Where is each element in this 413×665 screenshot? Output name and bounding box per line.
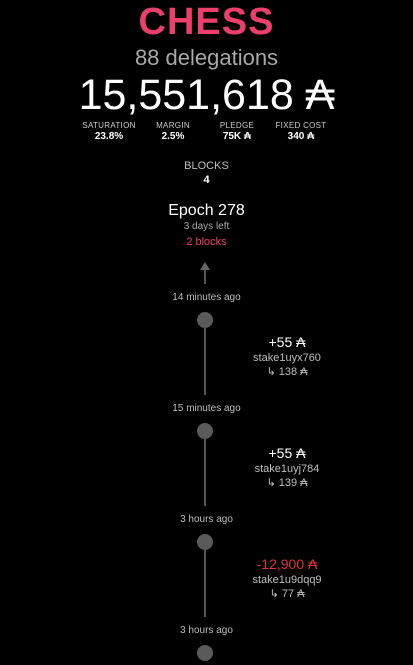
entry-balance: ↳ 138 ₳ bbox=[266, 366, 308, 378]
stat-fixed-cost: FIXED COST 340 ₳ bbox=[266, 121, 336, 143]
entry-amount: +55 ₳ bbox=[268, 445, 306, 461]
arrow-up-icon bbox=[200, 262, 210, 270]
timeline-time: 14 minutes ago bbox=[172, 292, 241, 303]
timeline-start-line bbox=[204, 270, 206, 284]
stat-label: SATURATION bbox=[82, 121, 136, 130]
epoch-time-left: 3 days left bbox=[183, 221, 230, 232]
stat-value: 340 ₳ bbox=[287, 131, 315, 142]
pool-stats: SATURATION 23.8% MARGIN 2.5% PLEDGE 75K … bbox=[70, 121, 350, 145]
stat-label: MARGIN bbox=[156, 121, 190, 130]
stat-label: FIXED COST bbox=[275, 121, 327, 130]
stat-value: 2.5% bbox=[161, 131, 185, 142]
stat-margin: MARGIN 2.5% bbox=[138, 121, 208, 143]
timeline-entry[interactable]: -12,900 ₳ stake1u9dqq9 ↳ 77 ₳ bbox=[232, 555, 342, 601]
entry-amount: -12,900 ₳ bbox=[256, 556, 318, 572]
delegations-count: 88 delegations bbox=[134, 45, 279, 70]
timeline-entry[interactable]: +55 ₳ stake1uyx760 ↳ 138 ₳ bbox=[232, 333, 342, 379]
entry-amount: +55 ₳ bbox=[268, 334, 306, 350]
stat-value: 75K ₳ bbox=[222, 131, 252, 142]
stat-pledge: PLEDGE 75K ₳ bbox=[202, 121, 272, 143]
timeline-time: 3 hours ago bbox=[180, 625, 233, 636]
timeline-line bbox=[204, 439, 206, 506]
timeline-dot bbox=[197, 312, 213, 328]
entry-stake-address[interactable]: stake1u9dqq9 bbox=[252, 574, 322, 586]
entry-stake-address[interactable]: stake1uyx760 bbox=[253, 352, 321, 364]
stat-value: 23.8% bbox=[94, 131, 124, 142]
entry-stake-address[interactable]: stake1uyj784 bbox=[254, 463, 320, 475]
timeline-dot bbox=[197, 534, 213, 550]
timeline-dot bbox=[197, 423, 213, 439]
timeline-time: 3 hours ago bbox=[180, 514, 233, 525]
entry-balance: ↳ 139 ₳ bbox=[266, 477, 308, 489]
timeline-line bbox=[204, 550, 206, 617]
timeline-dot bbox=[197, 645, 213, 661]
epoch-blocks-link[interactable]: 2 blocks bbox=[186, 236, 227, 248]
timeline-line bbox=[204, 328, 206, 395]
epoch-title: Epoch 278 bbox=[168, 202, 245, 219]
stat-saturation: SATURATION 23.8% bbox=[74, 121, 144, 143]
stat-label: PLEDGE bbox=[219, 121, 255, 130]
pool-name: CHESS bbox=[138, 1, 275, 43]
timeline-entry[interactable]: +55 ₳ stake1uyj784 ↳ 139 ₳ bbox=[232, 444, 342, 490]
timeline-time: 15 minutes ago bbox=[172, 403, 241, 414]
entry-balance: ↳ 77 ₳ bbox=[269, 588, 305, 600]
total-stake: 15,551,618 ₳ bbox=[78, 71, 335, 119]
blocks-label: BLOCKS bbox=[184, 160, 229, 172]
blocks-value: 4 bbox=[203, 174, 210, 186]
